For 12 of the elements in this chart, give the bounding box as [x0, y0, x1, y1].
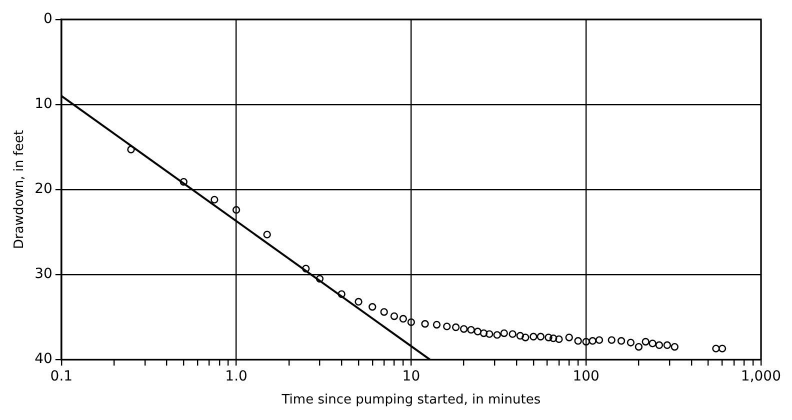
x-tick-label: 1.0 — [225, 368, 248, 385]
y-axis-title: Drawdown, in feet — [12, 130, 28, 249]
x-tick-label: 0.1 — [50, 368, 73, 385]
y-tick-label: 20 — [34, 181, 52, 198]
y-tick-label: 0 — [43, 11, 52, 28]
y-tick-label: 10 — [34, 96, 52, 112]
x-tick-label: 1,000 — [740, 368, 782, 385]
x-tick-label: 100 — [572, 368, 600, 385]
x-tick-label: 10 — [402, 368, 420, 385]
y-tick-label: 30 — [34, 266, 52, 282]
x-axis-title: Time since pumping started, in minutes — [280, 392, 541, 408]
y-tick-label: 40 — [34, 351, 52, 368]
